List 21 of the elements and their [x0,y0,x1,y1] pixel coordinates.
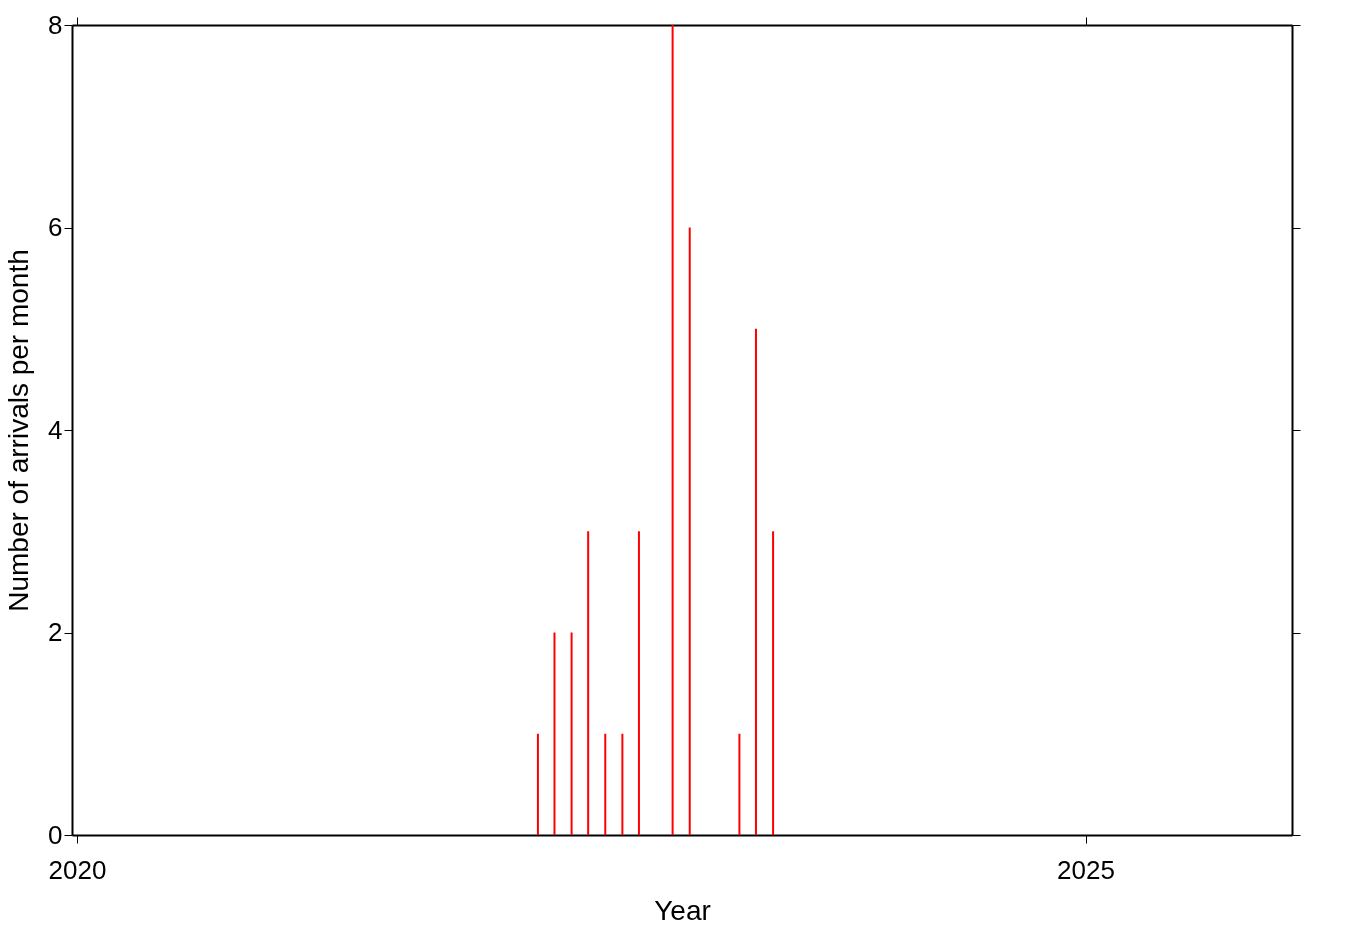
bar [621,733,624,835]
y-tick-label: 6 [48,212,63,242]
y-tick-label: 4 [48,414,63,445]
y-tick-label: 8 [48,9,63,40]
y-axis-title: Number of arrivals per month [3,249,35,612]
y-tick-label: 2 [48,617,63,647]
bar [604,733,607,835]
x-tick-label: 2025 [1057,854,1115,885]
bar [637,531,640,835]
bar [738,733,741,835]
bar [570,632,573,835]
bar [688,227,691,835]
bar [754,328,757,835]
bar [553,632,556,835]
x-axis-title: Year [654,894,711,926]
x-tick-label: 2020 [48,854,107,885]
bar [587,531,590,835]
bar [671,25,674,835]
y-tick-label: 0 [48,819,63,850]
bar [536,733,539,835]
bar [772,531,775,835]
